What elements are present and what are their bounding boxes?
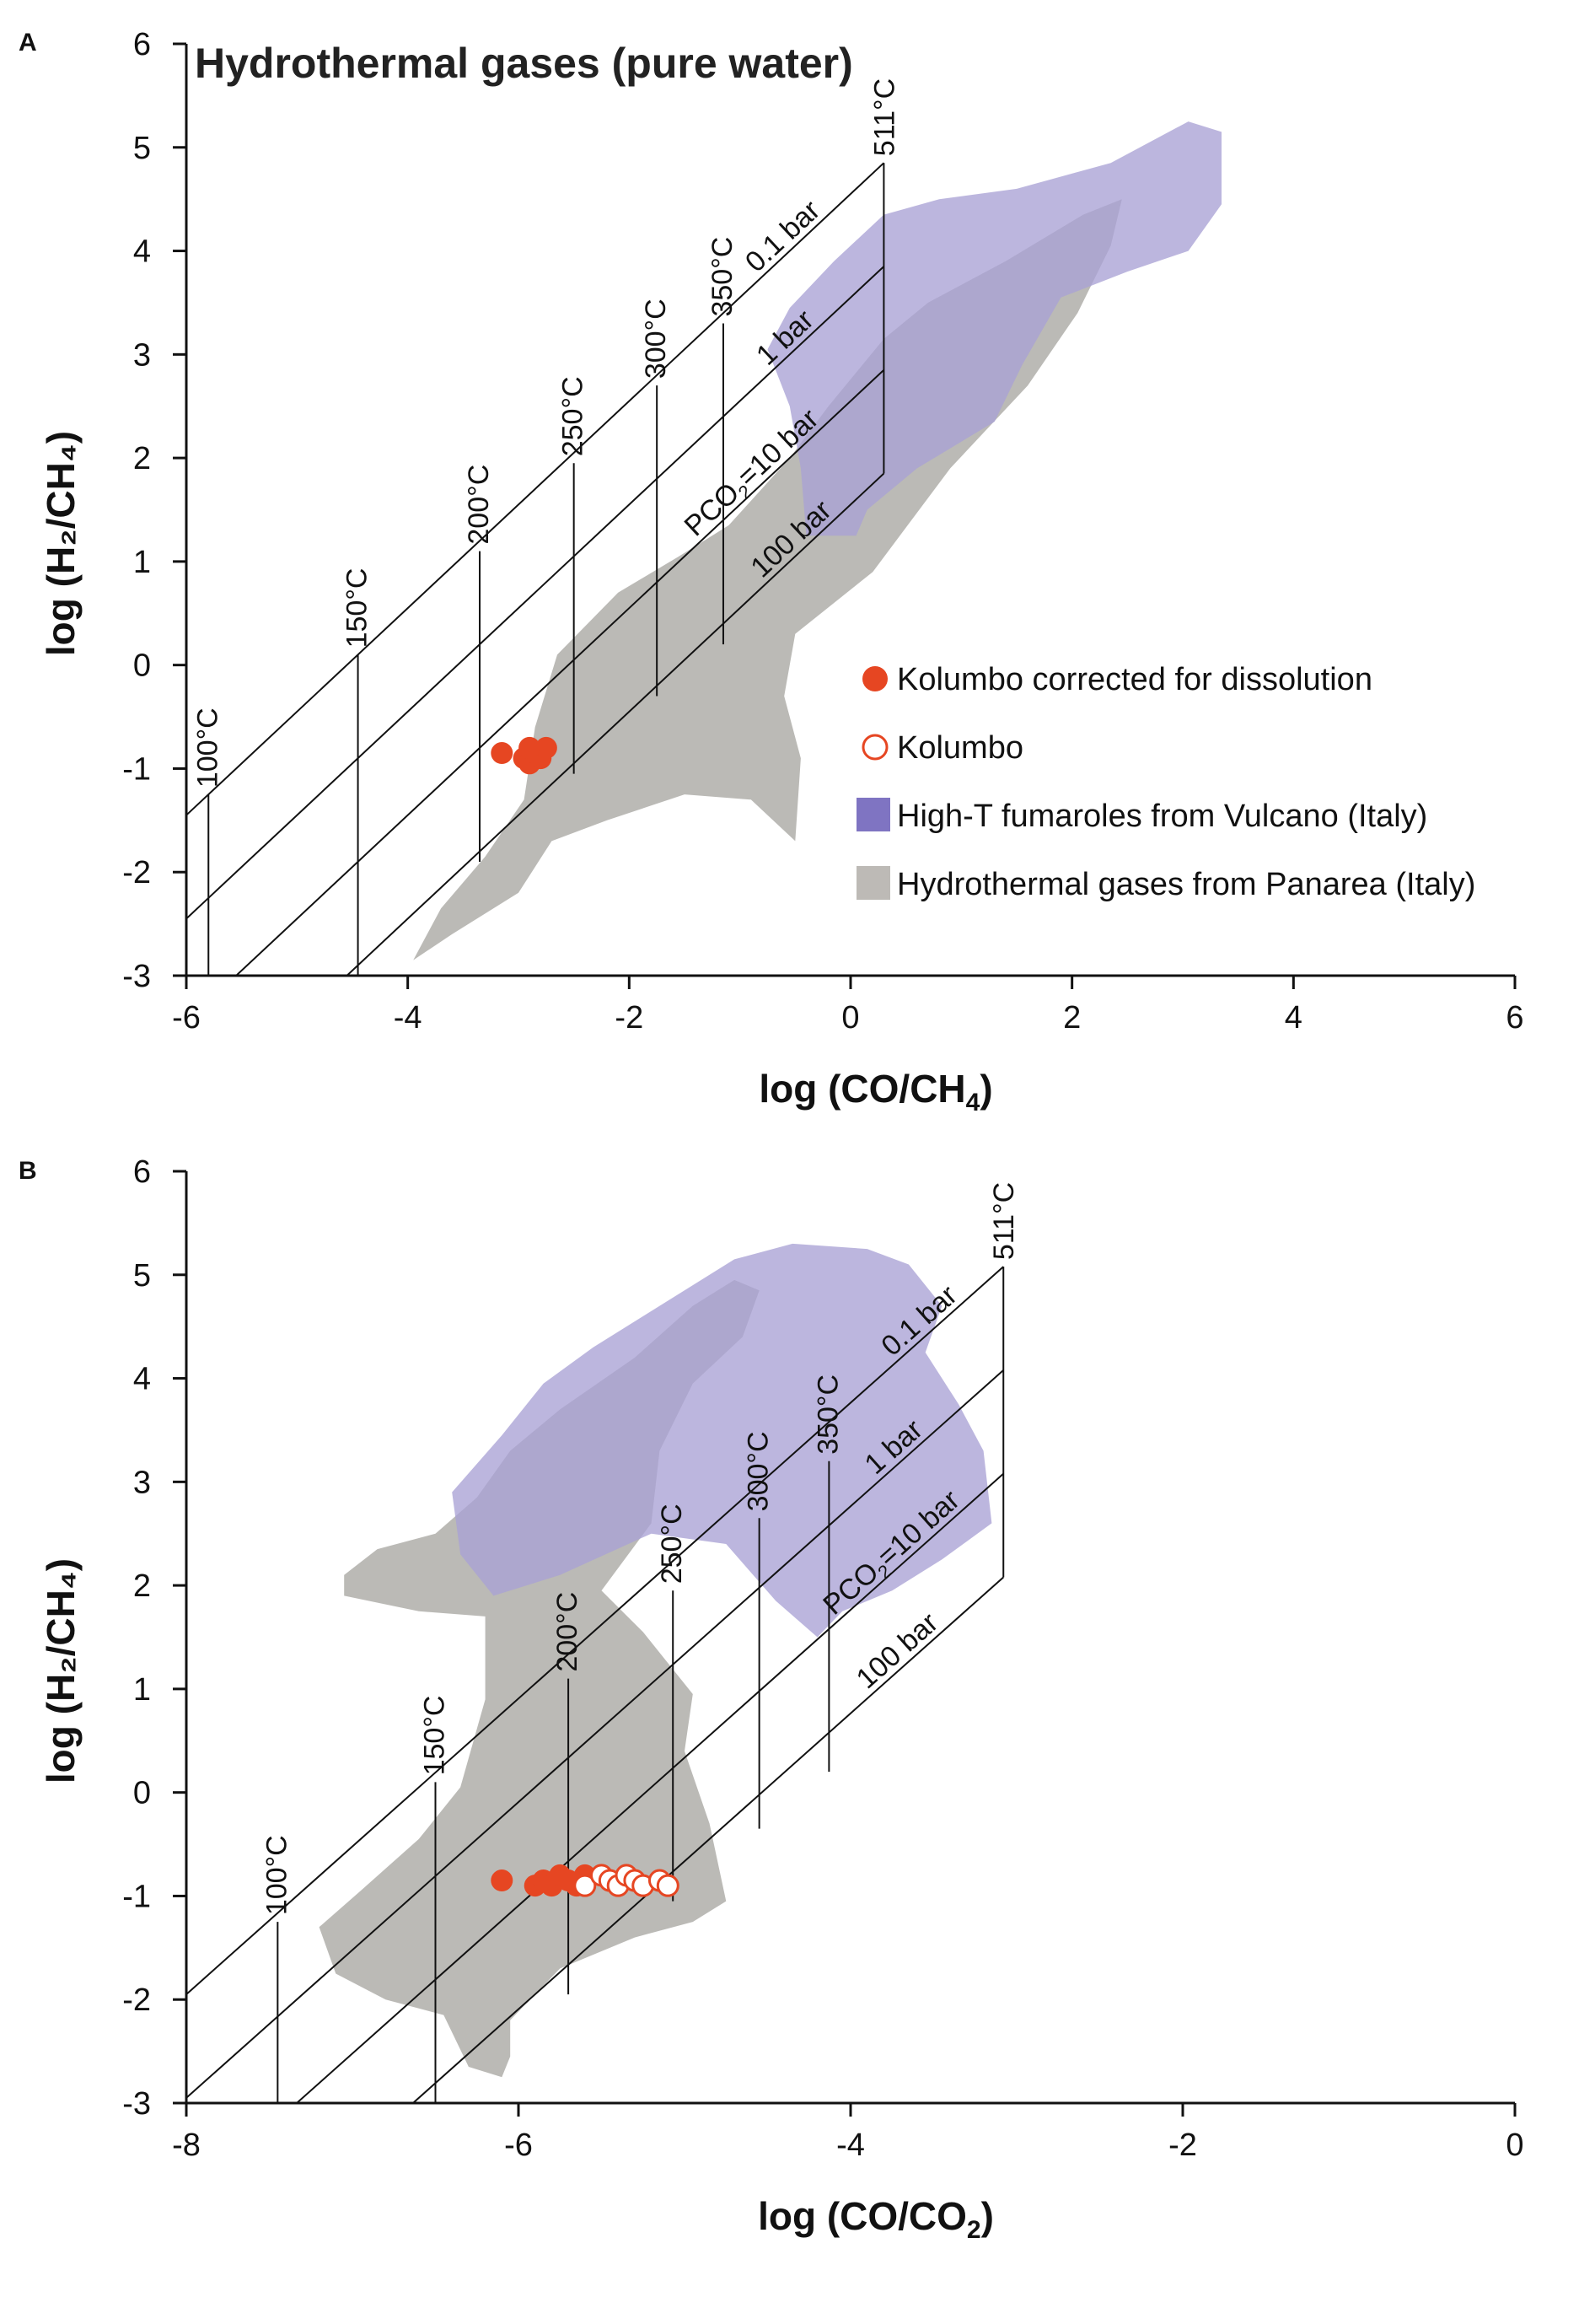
x-tick-label: 0	[841, 1000, 859, 1036]
y-tick-label: 3	[133, 1465, 151, 1500]
x-axis-title-sub: 4	[966, 1089, 980, 1116]
legend-label-2: High-T fumaroles from Vulcano (Italy)	[897, 799, 1427, 834]
y-tick-label: 6	[133, 27, 151, 62]
isotherm-label-511: 511°C	[868, 78, 900, 156]
series-0	[491, 736, 557, 775]
x-axis-title-end: )	[980, 1067, 992, 1111]
chart-panel-a: A 100°C 150°C 200°C 250°C 300°C 350°C 511°C 0.1 …	[19, 27, 1524, 1116]
data-point-filled	[518, 736, 541, 759]
y-axis-title: log (H₂/CH₄)	[39, 431, 83, 656]
x-tick-label: -4	[394, 1000, 422, 1036]
isotherm-label-0: 100°C	[191, 707, 223, 788]
x-tick-label: -4	[836, 2128, 865, 2163]
isobar-line-2	[295, 1472, 1004, 2103]
data-point-filled	[491, 742, 513, 765]
y-tick-label: 0	[133, 1776, 151, 1811]
vulcano-field	[767, 121, 1222, 536]
y-tick-label: 5	[133, 1258, 151, 1294]
isobar-line-1	[186, 266, 885, 920]
x-axis-title-main: log (CO/CH	[759, 1067, 965, 1111]
x-tick-label: 6	[1506, 1000, 1523, 1036]
isotherm-label-1: 150°C	[341, 568, 373, 648]
legend-label-3: Hydrothermal gases from Panarea (Italy)	[897, 867, 1475, 902]
x-tick-label: -2	[615, 1000, 643, 1036]
isotherm-label-1: 150°C	[419, 1695, 451, 1775]
isotherm-label-2: 200°C	[463, 465, 495, 545]
data-point-filled	[534, 736, 557, 759]
x-axis-title-main: log (CO/CO	[758, 2194, 967, 2238]
legend-label-1: Kolumbo	[897, 730, 1023, 766]
x-tick-label: 4	[1285, 1000, 1302, 1036]
y-tick-label: 1	[133, 545, 151, 580]
x-tick-label: -2	[1168, 2128, 1197, 2163]
isotherm-label-0: 100°C	[260, 1835, 293, 1915]
x-tick-label: -6	[172, 1000, 201, 1036]
x-tick-label: 0	[1506, 2128, 1523, 2163]
chart-panel-b: B100°C150°C200°C250°C300°C350°C511°C0.1 …	[19, 1154, 1524, 2244]
legend-marker-filled	[862, 666, 888, 691]
panel-label: B	[19, 1157, 37, 1185]
isobar-label-3: 100 bar	[851, 1606, 944, 1695]
y-tick-label: 4	[133, 1362, 151, 1397]
isotherm-label-4: 300°C	[640, 299, 672, 379]
isotherm-label-5: 350°C	[812, 1374, 844, 1455]
isotherm-label-3: 250°C	[656, 1504, 688, 1584]
y-tick-label: 3	[133, 337, 151, 373]
isobar-line-2	[234, 369, 885, 976]
theoretical-grid	[186, 1266, 1005, 2103]
legend-swatch	[857, 866, 890, 900]
y-tick-label: 2	[133, 1568, 151, 1604]
legend-label-0: Kolumbo corrected for dissolution	[897, 662, 1372, 697]
theoretical-grid	[186, 162, 885, 976]
isobar-line-0	[186, 162, 885, 816]
y-tick-label: -1	[122, 751, 151, 787]
x-tick-label: -8	[172, 2128, 201, 2163]
isobar-line-3	[411, 1576, 1004, 2103]
data-point-filled	[491, 1869, 513, 1892]
data-point-open	[656, 1874, 679, 1897]
vulcano-field	[452, 1243, 992, 1638]
field-regions	[413, 121, 1222, 960]
x-axis-title-sub: 2	[967, 2216, 981, 2244]
x-axis-title: log (CO/CO2)	[758, 2194, 994, 2244]
series-1	[573, 1864, 679, 1897]
y-tick-label: -2	[122, 1982, 151, 2018]
isobar-line-1	[186, 1369, 1004, 2099]
isotherm-label-2: 200°C	[551, 1592, 583, 1672]
y-tick-label: 6	[133, 1154, 151, 1190]
y-tick-label: -3	[122, 959, 151, 994]
isobar-label-0: 0.1 bar	[739, 194, 826, 278]
x-axis-title: log (CO/CH4)	[759, 1067, 992, 1116]
isobar-line-0	[186, 1266, 1004, 1995]
y-tick-label: 5	[133, 131, 151, 166]
x-tick-label: 2	[1063, 1000, 1081, 1036]
isobar-line-3	[345, 472, 885, 976]
isotherm-label-4: 300°C	[743, 1431, 775, 1511]
legend: Kolumbo corrected for dissolution Kolumbo…	[857, 662, 1475, 902]
y-tick-label: 0	[133, 648, 151, 684]
y-tick-label: -1	[122, 1879, 151, 1914]
y-tick-label: -3	[122, 2086, 151, 2122]
isotherm-label-5: 350°C	[706, 237, 738, 317]
y-tick-label: 1	[133, 1672, 151, 1708]
x-tick-label: -6	[504, 2128, 533, 2163]
legend-swatch	[857, 798, 890, 831]
y-tick-label: -2	[122, 855, 151, 890]
isotherm-label-3: 250°C	[557, 376, 589, 456]
y-tick-label: 4	[133, 234, 151, 270]
data-point-open	[573, 1874, 597, 1897]
y-tick-label: 2	[133, 441, 151, 476]
y-axis-title: log (H₂/CH₄)	[39, 1558, 83, 1783]
panel-label: A	[19, 29, 37, 56]
x-axis-title-end: )	[981, 2194, 994, 2238]
chart-title: Hydrothermal gases (pure water)	[195, 40, 853, 87]
isotherm-label-511: 511°C	[988, 1182, 1020, 1260]
legend-marker-open	[862, 734, 889, 761]
